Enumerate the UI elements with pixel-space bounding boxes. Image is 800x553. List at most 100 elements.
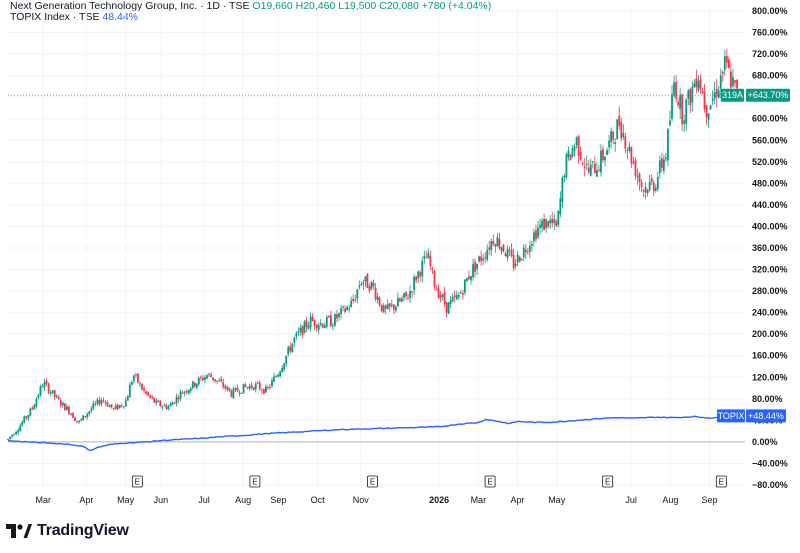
y-tick-label: 520.00% xyxy=(752,157,788,167)
candle-body xyxy=(378,298,381,306)
candle-body xyxy=(291,343,294,353)
candle-body xyxy=(589,164,592,176)
candle-body xyxy=(372,282,375,287)
candle-body xyxy=(177,397,180,400)
candle-body xyxy=(181,392,184,394)
candle-body xyxy=(204,377,206,380)
y-tick-label: 400.00% xyxy=(752,221,788,231)
candle-body xyxy=(468,276,470,280)
chart-grid xyxy=(8,8,745,488)
candle-body xyxy=(636,175,639,177)
y-tick-label: 160.00% xyxy=(752,351,788,361)
candle-body xyxy=(583,166,586,168)
candle-body xyxy=(169,403,172,407)
candle-body xyxy=(697,80,700,91)
candle-body xyxy=(723,56,726,70)
y-tick-label: 120.00% xyxy=(752,372,788,382)
candle-body xyxy=(185,391,188,393)
candle-body xyxy=(78,420,80,422)
candle-body xyxy=(662,159,665,171)
candle-body xyxy=(49,392,52,394)
candle-body xyxy=(317,324,320,330)
candle-body xyxy=(689,89,692,106)
candle-body xyxy=(228,387,231,391)
candle-body xyxy=(92,403,95,409)
y-tick-label: 600.00% xyxy=(752,114,788,124)
candle-body xyxy=(474,261,476,272)
candle-body xyxy=(650,178,653,182)
candle-body xyxy=(687,90,690,99)
candle-body xyxy=(285,355,288,365)
candle-body xyxy=(701,90,704,94)
candle-body xyxy=(41,386,44,388)
candle-body xyxy=(579,151,582,160)
index-value-badge: +48.44% xyxy=(748,411,784,421)
candle-body xyxy=(147,392,150,396)
candle-body xyxy=(595,170,598,177)
candle-body xyxy=(74,417,76,421)
earnings-label: E xyxy=(719,478,724,487)
candle-body xyxy=(675,81,677,99)
candle-body xyxy=(242,383,245,394)
candle-body xyxy=(98,399,101,405)
candle-body xyxy=(667,129,669,161)
candle-body xyxy=(244,384,247,387)
candle-body xyxy=(187,389,190,394)
x-tick-label: Apr xyxy=(511,495,525,505)
candle-body xyxy=(581,163,584,165)
tradingview-brand[interactable]: TradingView xyxy=(6,522,129,540)
candle-body xyxy=(439,295,442,298)
candle-body xyxy=(323,325,326,329)
candle-body xyxy=(9,436,11,440)
candle-body xyxy=(732,77,734,87)
candle-body xyxy=(709,105,712,110)
candle-body xyxy=(447,302,450,314)
candle-body xyxy=(21,422,24,426)
candle-body xyxy=(512,255,515,269)
candle-body xyxy=(715,88,718,97)
candle-body xyxy=(405,291,407,297)
candle-body xyxy=(179,391,182,399)
candle-body xyxy=(591,160,594,162)
candle-body xyxy=(273,376,275,382)
candle-body xyxy=(671,94,673,119)
candle-body xyxy=(567,150,570,157)
candle-body xyxy=(409,291,411,298)
candle-body xyxy=(610,131,613,142)
candle-body xyxy=(699,79,702,89)
candle-body xyxy=(301,325,304,336)
candle-body xyxy=(642,190,645,192)
candle-body xyxy=(80,419,83,421)
candle-body xyxy=(293,337,296,343)
candle-body xyxy=(392,304,395,310)
candle-body xyxy=(482,258,485,261)
candle-body xyxy=(364,276,367,282)
candle-body xyxy=(120,405,123,407)
candle-body xyxy=(240,392,243,394)
y-axis: 800.00%760.00%720.00%680.00%640.00%600.0… xyxy=(752,6,788,490)
candle-body xyxy=(665,157,667,160)
candle-body xyxy=(327,316,330,318)
candle-body xyxy=(730,71,732,88)
candle-body xyxy=(533,232,535,242)
candle-body xyxy=(563,175,566,178)
candle-body xyxy=(135,374,137,376)
candle-body xyxy=(648,181,651,191)
candle-body xyxy=(82,415,85,421)
candle-body xyxy=(508,250,511,252)
candle-body xyxy=(206,375,208,379)
candle-body xyxy=(573,146,576,151)
candle-body xyxy=(189,388,192,392)
candle-body xyxy=(683,120,686,124)
candle-body xyxy=(703,92,706,109)
candle-body xyxy=(208,373,210,375)
candle-body xyxy=(451,297,454,302)
candle-body xyxy=(616,119,619,140)
candle-body xyxy=(43,381,46,388)
candle-body xyxy=(112,408,115,410)
candle-body xyxy=(693,83,696,88)
candle-body xyxy=(612,131,615,140)
candle-body xyxy=(524,249,527,253)
candle-body xyxy=(602,148,604,161)
